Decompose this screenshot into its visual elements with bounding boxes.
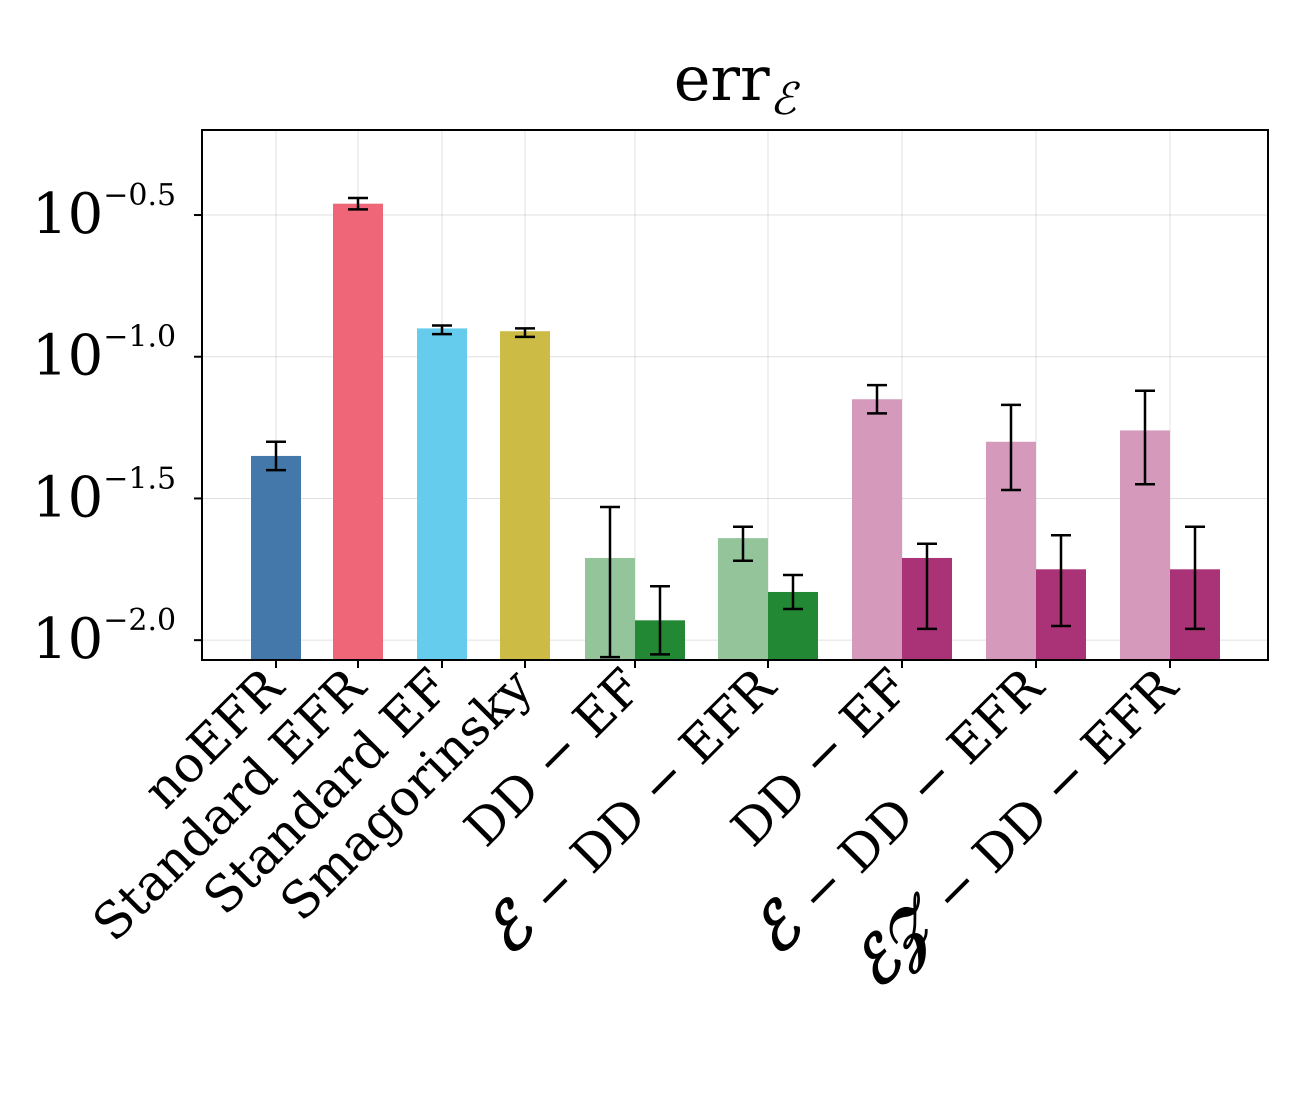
chart-title-text: err (674, 42, 770, 115)
bar (251, 455, 301, 660)
y-tick-label: 10−2.0 (32, 603, 176, 672)
error-bar (515, 327, 535, 339)
error-bar (733, 525, 753, 563)
error-bar (1135, 389, 1155, 486)
error-bar (1001, 403, 1021, 492)
bars (251, 203, 1220, 661)
error-bar (600, 505, 620, 659)
error-bar (783, 573, 803, 611)
y-tick-label: 10−1.0 (32, 320, 176, 389)
bar (852, 399, 902, 660)
error-bar (1185, 525, 1205, 631)
error-bars (266, 196, 1205, 659)
plot-frame (201, 129, 1269, 661)
error-bar (917, 542, 937, 631)
error-bar (867, 383, 887, 415)
y-tick-label: 10−1.5 (32, 461, 176, 530)
y-axis: 10−2.0 10−1.5 10−1.0 10−0.5 (32, 178, 202, 672)
chart-title: errℰ (674, 42, 801, 125)
error-bar (348, 196, 368, 211)
bar (333, 203, 383, 661)
error-bar (266, 440, 286, 472)
chart-title-subscript: ℰ (770, 74, 801, 125)
error-bar (1051, 534, 1071, 628)
bar (417, 328, 467, 660)
bar (500, 331, 550, 660)
error-bar (432, 324, 452, 336)
y-tick-label: 10−0.5 (32, 178, 176, 247)
error-bar (650, 585, 670, 656)
